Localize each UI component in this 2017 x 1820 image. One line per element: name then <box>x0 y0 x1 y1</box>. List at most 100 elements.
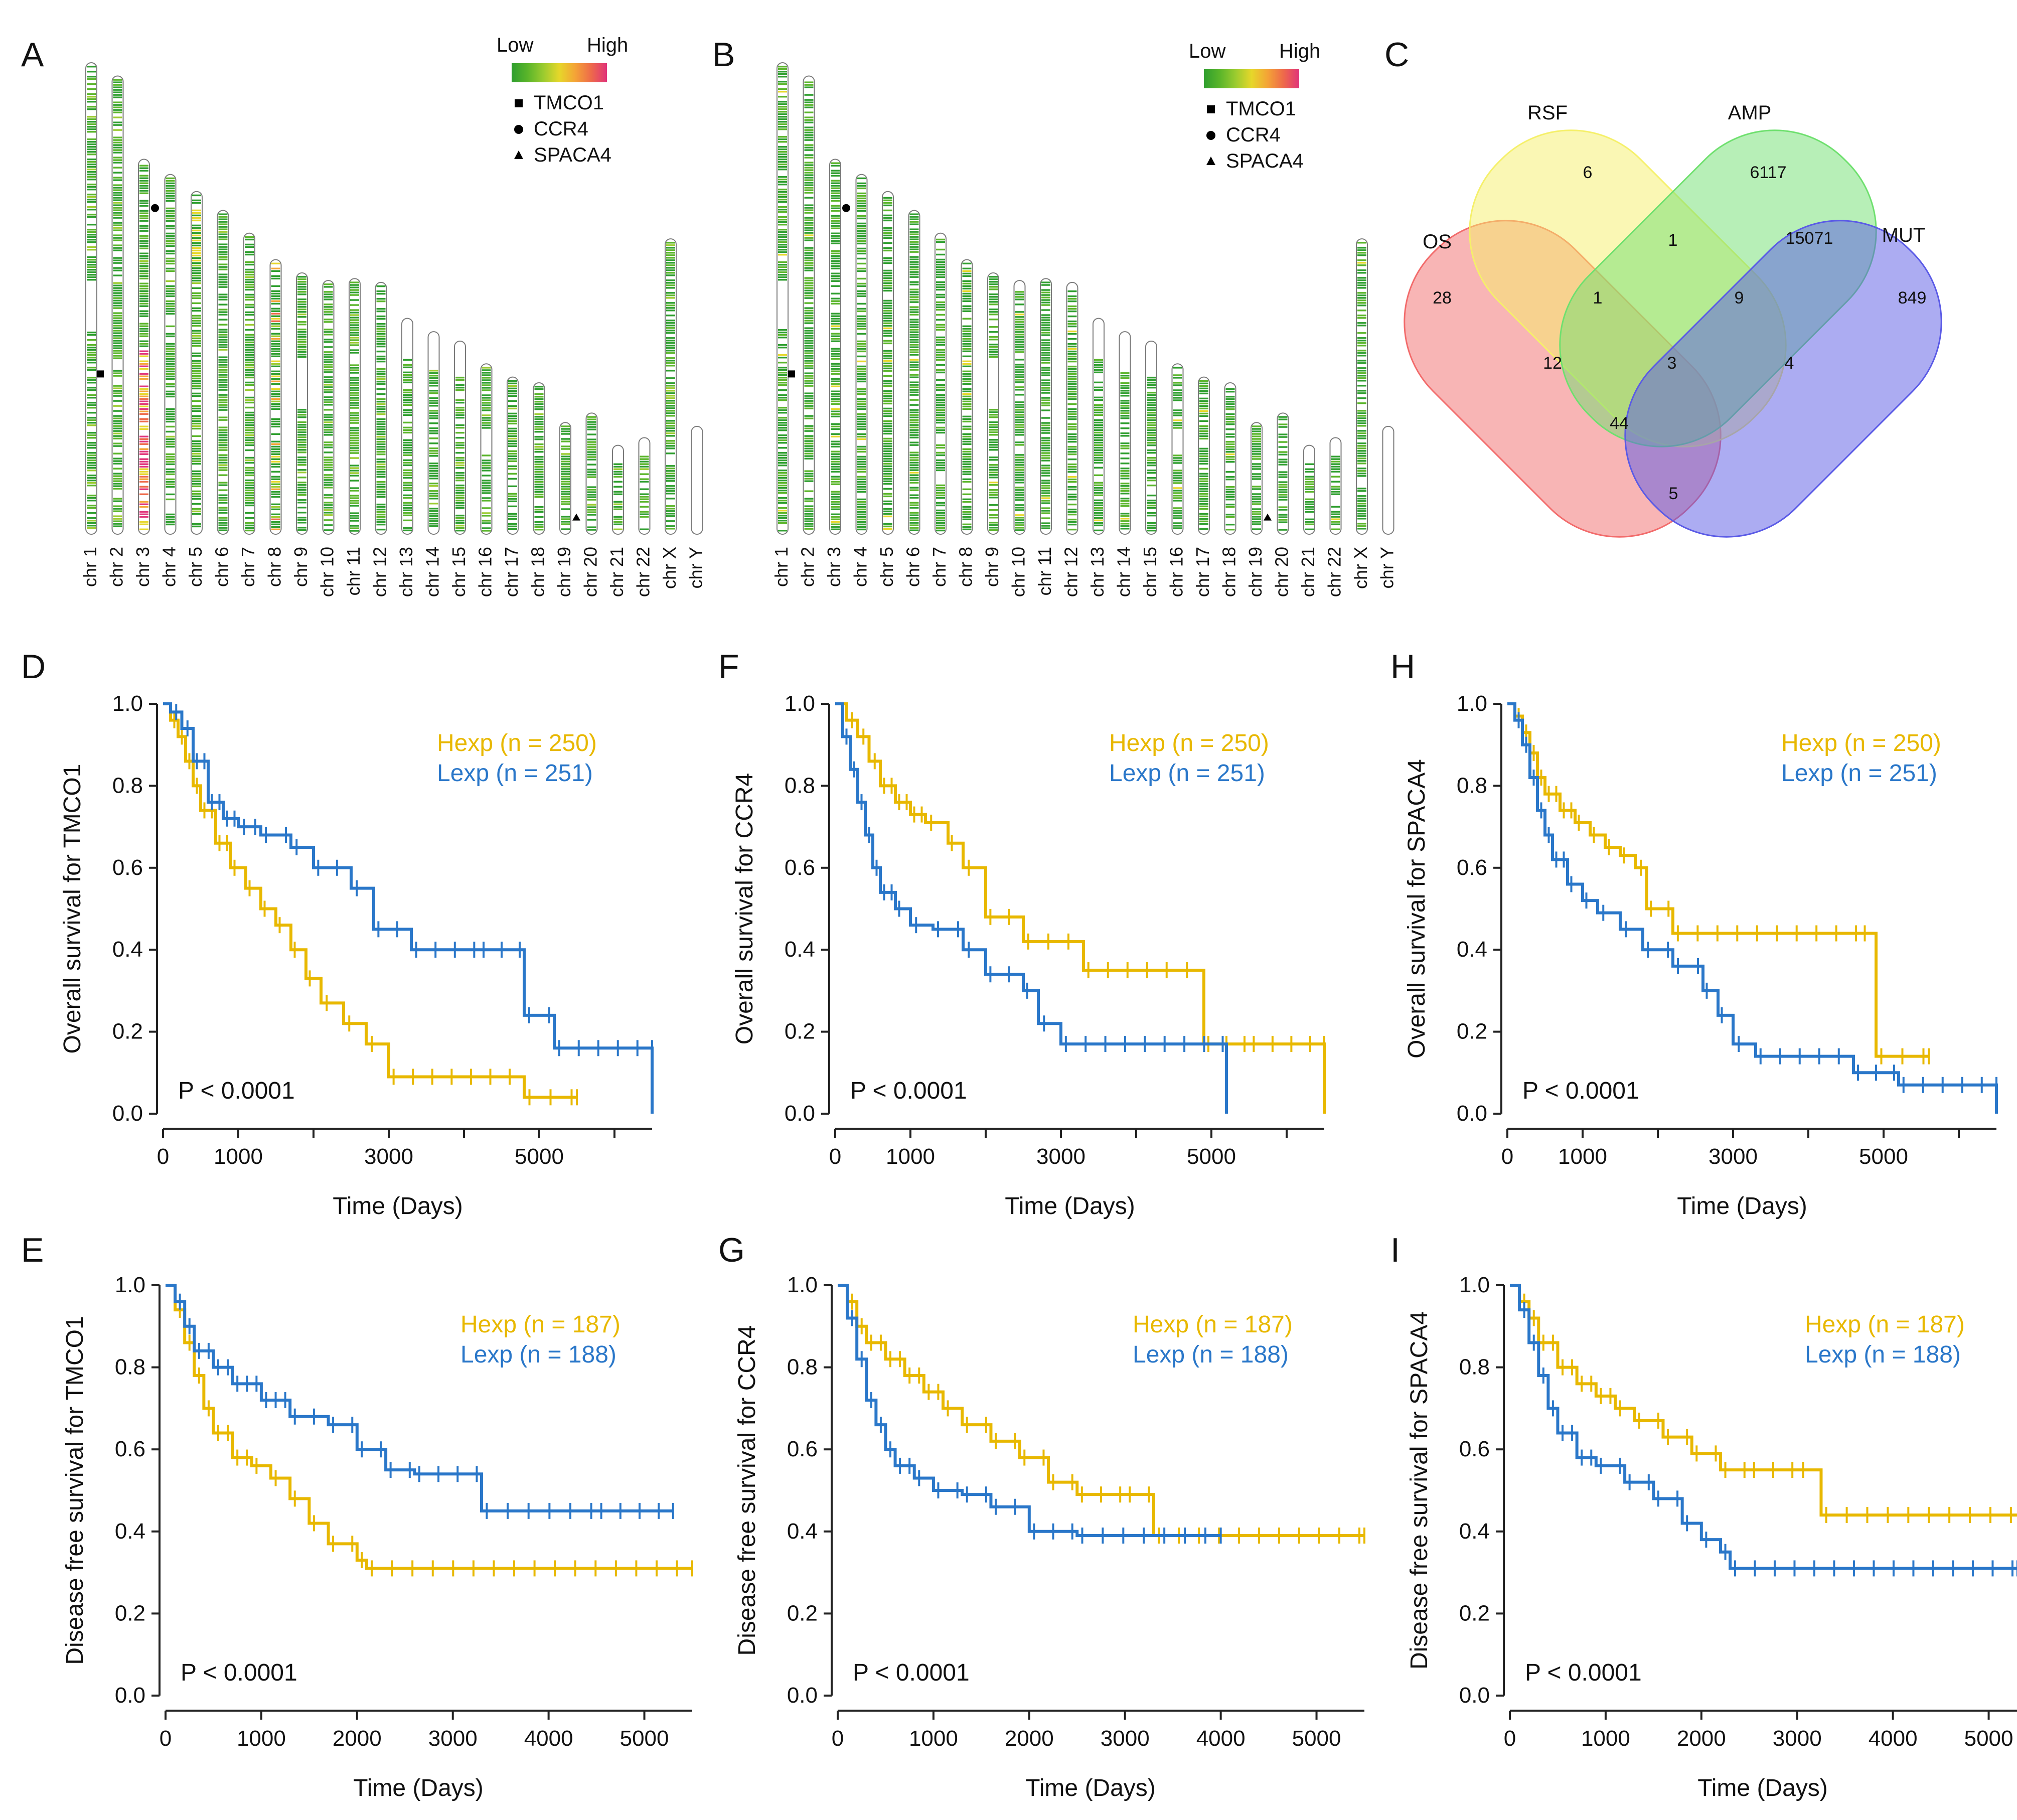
chromosome-band <box>192 252 201 254</box>
chromosome-band <box>87 517 96 519</box>
chromosome-band <box>376 516 386 518</box>
chromosome-band <box>804 355 814 357</box>
chromosome-band <box>139 385 148 387</box>
chromosome-band <box>831 468 840 470</box>
chromosome-band <box>113 335 122 337</box>
chromosome-band <box>909 477 919 479</box>
chromosome-band <box>429 523 438 525</box>
y-tick-label: 0.8 <box>1457 773 1487 798</box>
chromosome-band <box>192 264 201 267</box>
chromosome-band <box>989 276 998 278</box>
chromosome-band <box>508 528 517 530</box>
chromosome-band <box>883 330 892 332</box>
chromosome-band <box>192 485 201 488</box>
chromosome-band <box>1147 457 1156 459</box>
chromosome-band <box>1147 477 1156 479</box>
chromosome-band <box>1067 305 1077 308</box>
chromosome-band <box>561 491 570 493</box>
chromosome-band <box>666 385 675 387</box>
chromosome-band <box>778 279 787 281</box>
chromosome-band <box>1015 389 1024 391</box>
chromosome-band <box>324 389 333 391</box>
chromosome-label: chr 12 <box>1061 547 1081 597</box>
chromosome-band <box>1357 302 1366 304</box>
chromosome-band <box>1041 472 1050 474</box>
chromosome-band <box>87 527 96 529</box>
chromosome-band <box>113 508 122 510</box>
chromosome-band <box>245 512 254 514</box>
chromosome-band <box>1094 424 1103 426</box>
chromosome-band <box>1225 443 1235 445</box>
chromosome-band <box>1278 516 1288 518</box>
chromosome-band <box>883 440 892 442</box>
chromosome-band <box>429 377 438 379</box>
chromosome-band <box>1041 507 1050 509</box>
chromosome-band <box>166 192 175 195</box>
chromosome-band <box>139 375 148 377</box>
chromosome-band <box>831 335 840 337</box>
chromosome-band <box>192 317 201 320</box>
chromosome-band <box>1357 488 1366 490</box>
chromosome-band <box>139 270 148 272</box>
chromosome-band <box>1357 317 1366 319</box>
chromosome-band <box>857 285 866 287</box>
chromosome-band <box>376 433 386 435</box>
chromosome-band <box>482 419 491 421</box>
chromosome-band <box>297 334 306 336</box>
chromosome-band <box>666 430 675 432</box>
chromosome-band <box>778 480 787 482</box>
chromosome-band <box>962 378 972 380</box>
chromosome-band <box>857 192 866 195</box>
chromosome-band <box>192 415 201 417</box>
chromosome-band <box>666 475 675 477</box>
chromosome-band <box>1147 529 1156 532</box>
x-axis-title: Time (Days) <box>333 1193 463 1220</box>
chromosome-band <box>1067 423 1077 425</box>
chromosome-band <box>831 180 840 182</box>
chromosome-band <box>561 496 570 498</box>
chromosome-band <box>778 384 787 386</box>
chromosome-band <box>113 259 122 261</box>
chromosome-band <box>403 469 412 472</box>
chromosome-band <box>936 527 945 529</box>
chromosome-band <box>376 458 386 461</box>
chromosome-band <box>166 252 175 255</box>
chromosome-band <box>1041 352 1050 354</box>
chromosome-band <box>857 195 866 197</box>
chromosome-band <box>113 244 122 246</box>
chromosome-band <box>324 291 333 293</box>
chromosome-band <box>324 369 333 371</box>
chromosome-band <box>1225 413 1235 415</box>
chromosome-band <box>113 390 122 392</box>
chromosome-band <box>324 314 333 316</box>
chromosome-band <box>1305 508 1314 510</box>
chromosome-band <box>666 377 675 379</box>
chromosome-band <box>245 482 254 484</box>
chromosome-band <box>1278 476 1288 478</box>
chromosome-band <box>883 510 892 513</box>
chromosome-band <box>1041 442 1050 444</box>
chromosome-band <box>534 524 544 526</box>
chromosome-band <box>508 420 517 422</box>
chromosome-band <box>429 463 438 465</box>
chromosome-band <box>883 420 892 422</box>
chromosome-band <box>376 328 386 330</box>
chromosome-band <box>1357 505 1366 507</box>
chromosome-band <box>166 310 175 313</box>
chromosome-band <box>778 224 787 226</box>
chromosome-band <box>271 390 280 393</box>
chromosome-band <box>587 426 596 428</box>
chromosome-band <box>1041 475 1050 477</box>
chromosome-band <box>1041 417 1050 419</box>
chromosome-band <box>218 399 228 401</box>
chromosome-band <box>429 498 438 500</box>
chromosome-band <box>561 440 570 442</box>
chromosome-band <box>271 471 280 473</box>
chromosome-band <box>482 404 491 406</box>
chromosome-band <box>962 363 972 365</box>
chromosome-band <box>297 329 306 331</box>
chromosome-band <box>587 423 596 425</box>
chromosome-band <box>403 394 412 396</box>
chromosome-band <box>166 461 175 463</box>
chromosome-band <box>1252 476 1261 478</box>
